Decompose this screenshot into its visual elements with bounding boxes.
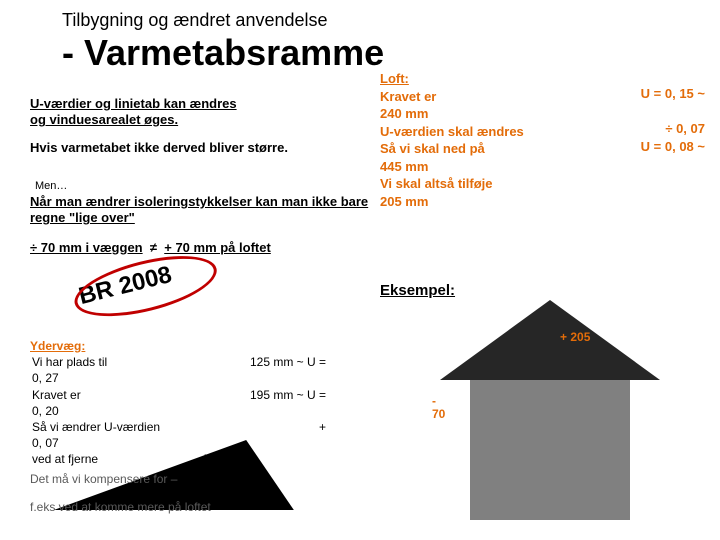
p1-line2: og vinduesarealet øges. (30, 112, 178, 127)
br-badge-ring (69, 244, 223, 328)
loft-block: Loft: Kravet er 240 mm U-værdien skal æn… (380, 70, 580, 210)
inequality-rule: ÷ 70 mm i væggen ≠ + 70 mm på loftet (30, 240, 271, 255)
loft-values: U = 0, 15 ~ ÷ 0, 07 U = 0, 08 ~ (595, 85, 705, 155)
note-loft: f.eks ved at komme mere på loftet (30, 500, 330, 514)
example-label: Eksempel: (380, 282, 455, 299)
paragraph-uvalues: U-værdier og linietab kan ændres og vind… (30, 96, 330, 129)
page-subtitle: Tilbygning og ændret anvendelse (62, 10, 328, 31)
page-title: - Varmetabsramme (62, 32, 384, 74)
rule-left: ÷ 70 mm i væggen (30, 240, 143, 255)
rule-right: + 70 mm på loftet (164, 240, 271, 255)
loft-header: Loft: (380, 71, 409, 86)
aside-men: Men… (35, 180, 67, 192)
house-roof (440, 300, 660, 380)
paragraph-condition: Hvis varmetabet ikke derved bliver størr… (30, 140, 288, 155)
house-body (470, 380, 630, 520)
paragraph-insulation: Når man ændrer isoleringstykkelser kan m… (30, 194, 370, 227)
ydervaeg-header: Ydervæg: (30, 338, 370, 354)
note-compensate: Det må vi kompensere for – (30, 472, 177, 486)
wall-value: -70 (432, 395, 445, 421)
p1-line1: U-værdier og linietab kan ændres (30, 96, 237, 111)
roof-value: + 205 (560, 330, 590, 344)
br-badge: BR 2008 (76, 261, 175, 311)
rule-neq: ≠ (150, 240, 157, 255)
